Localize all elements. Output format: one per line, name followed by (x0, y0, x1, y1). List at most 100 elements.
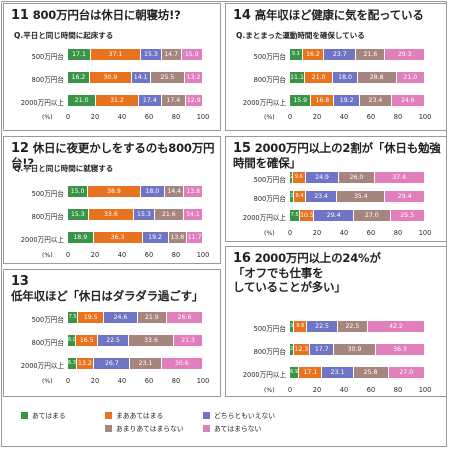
axis-unit: (%) (42, 378, 53, 385)
bar-segment-disagree: 21.3 (174, 335, 203, 346)
bar-segment-agree: 3.3 (290, 191, 295, 202)
category-label: 800万円台 (31, 76, 64, 84)
chart-panel-11: 11 800万円台は休日に朝寝坊!? Q.平日と同じ時間に起床する 500万円台 17.… (3, 3, 221, 131)
x-tick-label: 40 (339, 229, 349, 237)
x-tick-label: 80 (393, 229, 403, 237)
bar-segment-somewhat-agree: 36.3 (93, 232, 143, 243)
x-tick-label: 60 (366, 113, 376, 121)
x-tick-label: 20 (90, 251, 100, 259)
chart-number: 15 (233, 141, 251, 156)
chart-question: Q.まとまった運動時間を確保している (236, 31, 365, 40)
axis-unit: (%) (42, 252, 53, 259)
x-tick-label: 100 (196, 251, 210, 259)
legend-label-somewhat-agree: まああてはまる (116, 412, 164, 420)
bar-segment-neither: 18.0 (140, 186, 165, 197)
legend-swatch-somewhat-disagree (105, 424, 112, 432)
category-label: 500万円台 (253, 53, 286, 61)
legend-item-neither: どちらともいえない (203, 410, 275, 420)
bar-segment-agree: 15.9 (290, 95, 312, 106)
chart-number: 11 (11, 8, 29, 23)
chart-question: Q.平日と同じ時間に起床する (14, 31, 114, 40)
chart-title-text: 2000万円以上の24%が 「オフでも仕事を していることが多い」 (233, 251, 381, 294)
category-label: 800万円台 (31, 339, 64, 347)
axis-unit: (%) (264, 387, 275, 394)
bar-segment-neither: 24.6 (104, 312, 138, 323)
bar-segment-disagree: 29.4 (385, 191, 425, 202)
bar-segment-somewhat-agree: 10.5 (300, 210, 315, 221)
bar-segment-agree: 15.0 (68, 186, 89, 197)
chart-title-text: 高年収ほど健康に気を配っている (254, 8, 424, 22)
legend-label-agree: あてはまる (32, 412, 66, 420)
bar-segment-somewhat-disagree: 14.4 (164, 186, 185, 197)
bar-segment-somewhat-disagree: 21.6 (154, 209, 184, 220)
bar-segment-somewhat-disagree: 25.5 (150, 72, 186, 83)
bar-segment-agree: 6.0 (68, 335, 77, 346)
bar-segment-somewhat-agree: 30.9 (89, 72, 132, 83)
bar-segment-disagree: 26.6 (167, 312, 203, 323)
chart-panel-13: 13低年収ほど「休日はダラダラ過ごす」 500万円台 7.5 19.5 24.6 21.9… (3, 269, 221, 397)
x-tick-label: 0 (65, 377, 71, 385)
chart-title: 12 休日に夜更かしをするのも800万円台!? (11, 141, 220, 170)
category-label: 2000万円以上 (242, 99, 286, 107)
axis-unit: (%) (264, 230, 275, 237)
legend-swatch-agree (21, 411, 28, 419)
bar-segment-disagree: 29.3 (385, 49, 425, 60)
bar-segment-agree: 2.1 (290, 172, 293, 183)
bar-segment-neither: 29.4 (314, 210, 355, 221)
bar-segment-neither: 23.4 (305, 191, 338, 202)
x-tick-label: 80 (171, 377, 181, 385)
bar-segment-somewhat-agree: 31.2 (96, 95, 139, 106)
bar-segment-somewhat-disagree: 17.4 (162, 95, 186, 106)
x-tick-label: 100 (196, 377, 210, 385)
x-tick-label: 60 (366, 229, 376, 237)
chart-number: 16 (233, 251, 251, 266)
legend-item-agree: あてはまる (21, 410, 66, 420)
x-tick-label: 40 (339, 113, 349, 121)
bar-segment-agree: 6.9 (290, 367, 300, 378)
chart-title: 15 2000万円以上の2割が「休日も勉強時間を確保」 (233, 141, 446, 170)
x-tick-label: 100 (196, 113, 210, 121)
bar-segment-disagree: 30.6 (161, 358, 203, 369)
legend-item-disagree: あてはまらない (203, 423, 261, 433)
bar-segment-somewhat-disagree: 26.0 (339, 172, 375, 183)
bar-segment-neither: 18.0 (333, 72, 358, 83)
category-label: 2000万円以上 (20, 362, 64, 370)
x-tick-label: 80 (393, 386, 403, 394)
bar-segment-neither: 23.7 (324, 49, 357, 60)
bar-segment-neither: 22.5 (307, 321, 338, 332)
x-tick-label: 40 (117, 377, 127, 385)
chart-number: 12 (11, 141, 29, 156)
legend-swatch-somewhat-agree (105, 411, 112, 419)
bar-segment-agree: 9.3 (290, 49, 303, 60)
bar-segment-somewhat-agree: 19.5 (78, 312, 105, 323)
legend-swatch-neither (203, 411, 210, 419)
x-tick-label: 20 (90, 113, 100, 121)
category-label: 500万円台 (31, 316, 64, 324)
bar-segment-neither: 17.4 (138, 95, 163, 106)
x-tick-label: 100 (418, 113, 432, 121)
bar-segment-neither: 19.2 (334, 95, 361, 106)
chart-panel-14: 14 高年収ほど健康に気を配っている Q.まとまった運動時間を確保している 500万円… (225, 3, 447, 131)
chart-title-text: 低年収ほど「休日はダラダラ過ごす」 (11, 289, 204, 303)
x-tick-label: 0 (65, 251, 71, 259)
bar-segment-neither: 17.7 (310, 344, 335, 355)
chart-number: 13 (11, 274, 29, 289)
bar-segment-somewhat-disagree: 23.4 (360, 95, 392, 106)
bar-segment-neither: 14.1 (131, 72, 151, 83)
bar-segment-somewhat-agree: 16.8 (311, 95, 335, 106)
bar-segment-disagree: 36.3 (375, 344, 425, 355)
bar-segment-somewhat-agree: 33.6 (88, 209, 135, 220)
bar-segment-agree: 17.1 (68, 49, 92, 60)
bar-segment-disagree: 42.2 (368, 321, 425, 332)
chart-panel-12: 12 休日に夜更かしをするのも800万円台!? Q.平日と同じ時間に就寝する 500万… (3, 136, 221, 264)
x-tick-label: 60 (366, 386, 376, 394)
bar-segment-somewhat-agree: 9.6 (294, 321, 308, 332)
bar-segment-disagree: 21.0 (396, 72, 425, 83)
bar-segment-disagree: 25.5 (390, 210, 425, 221)
bar-segment-somewhat-disagree: 27.0 (354, 210, 391, 221)
chart-title-text: 休日に夜更かしをするのも800万円台!? (11, 141, 215, 170)
x-tick-label: 0 (65, 113, 71, 121)
x-tick-label: 60 (144, 251, 154, 259)
bar-segment-somewhat-agree: 16.2 (302, 49, 325, 60)
bar-segment-neither: 24.9 (305, 172, 340, 183)
